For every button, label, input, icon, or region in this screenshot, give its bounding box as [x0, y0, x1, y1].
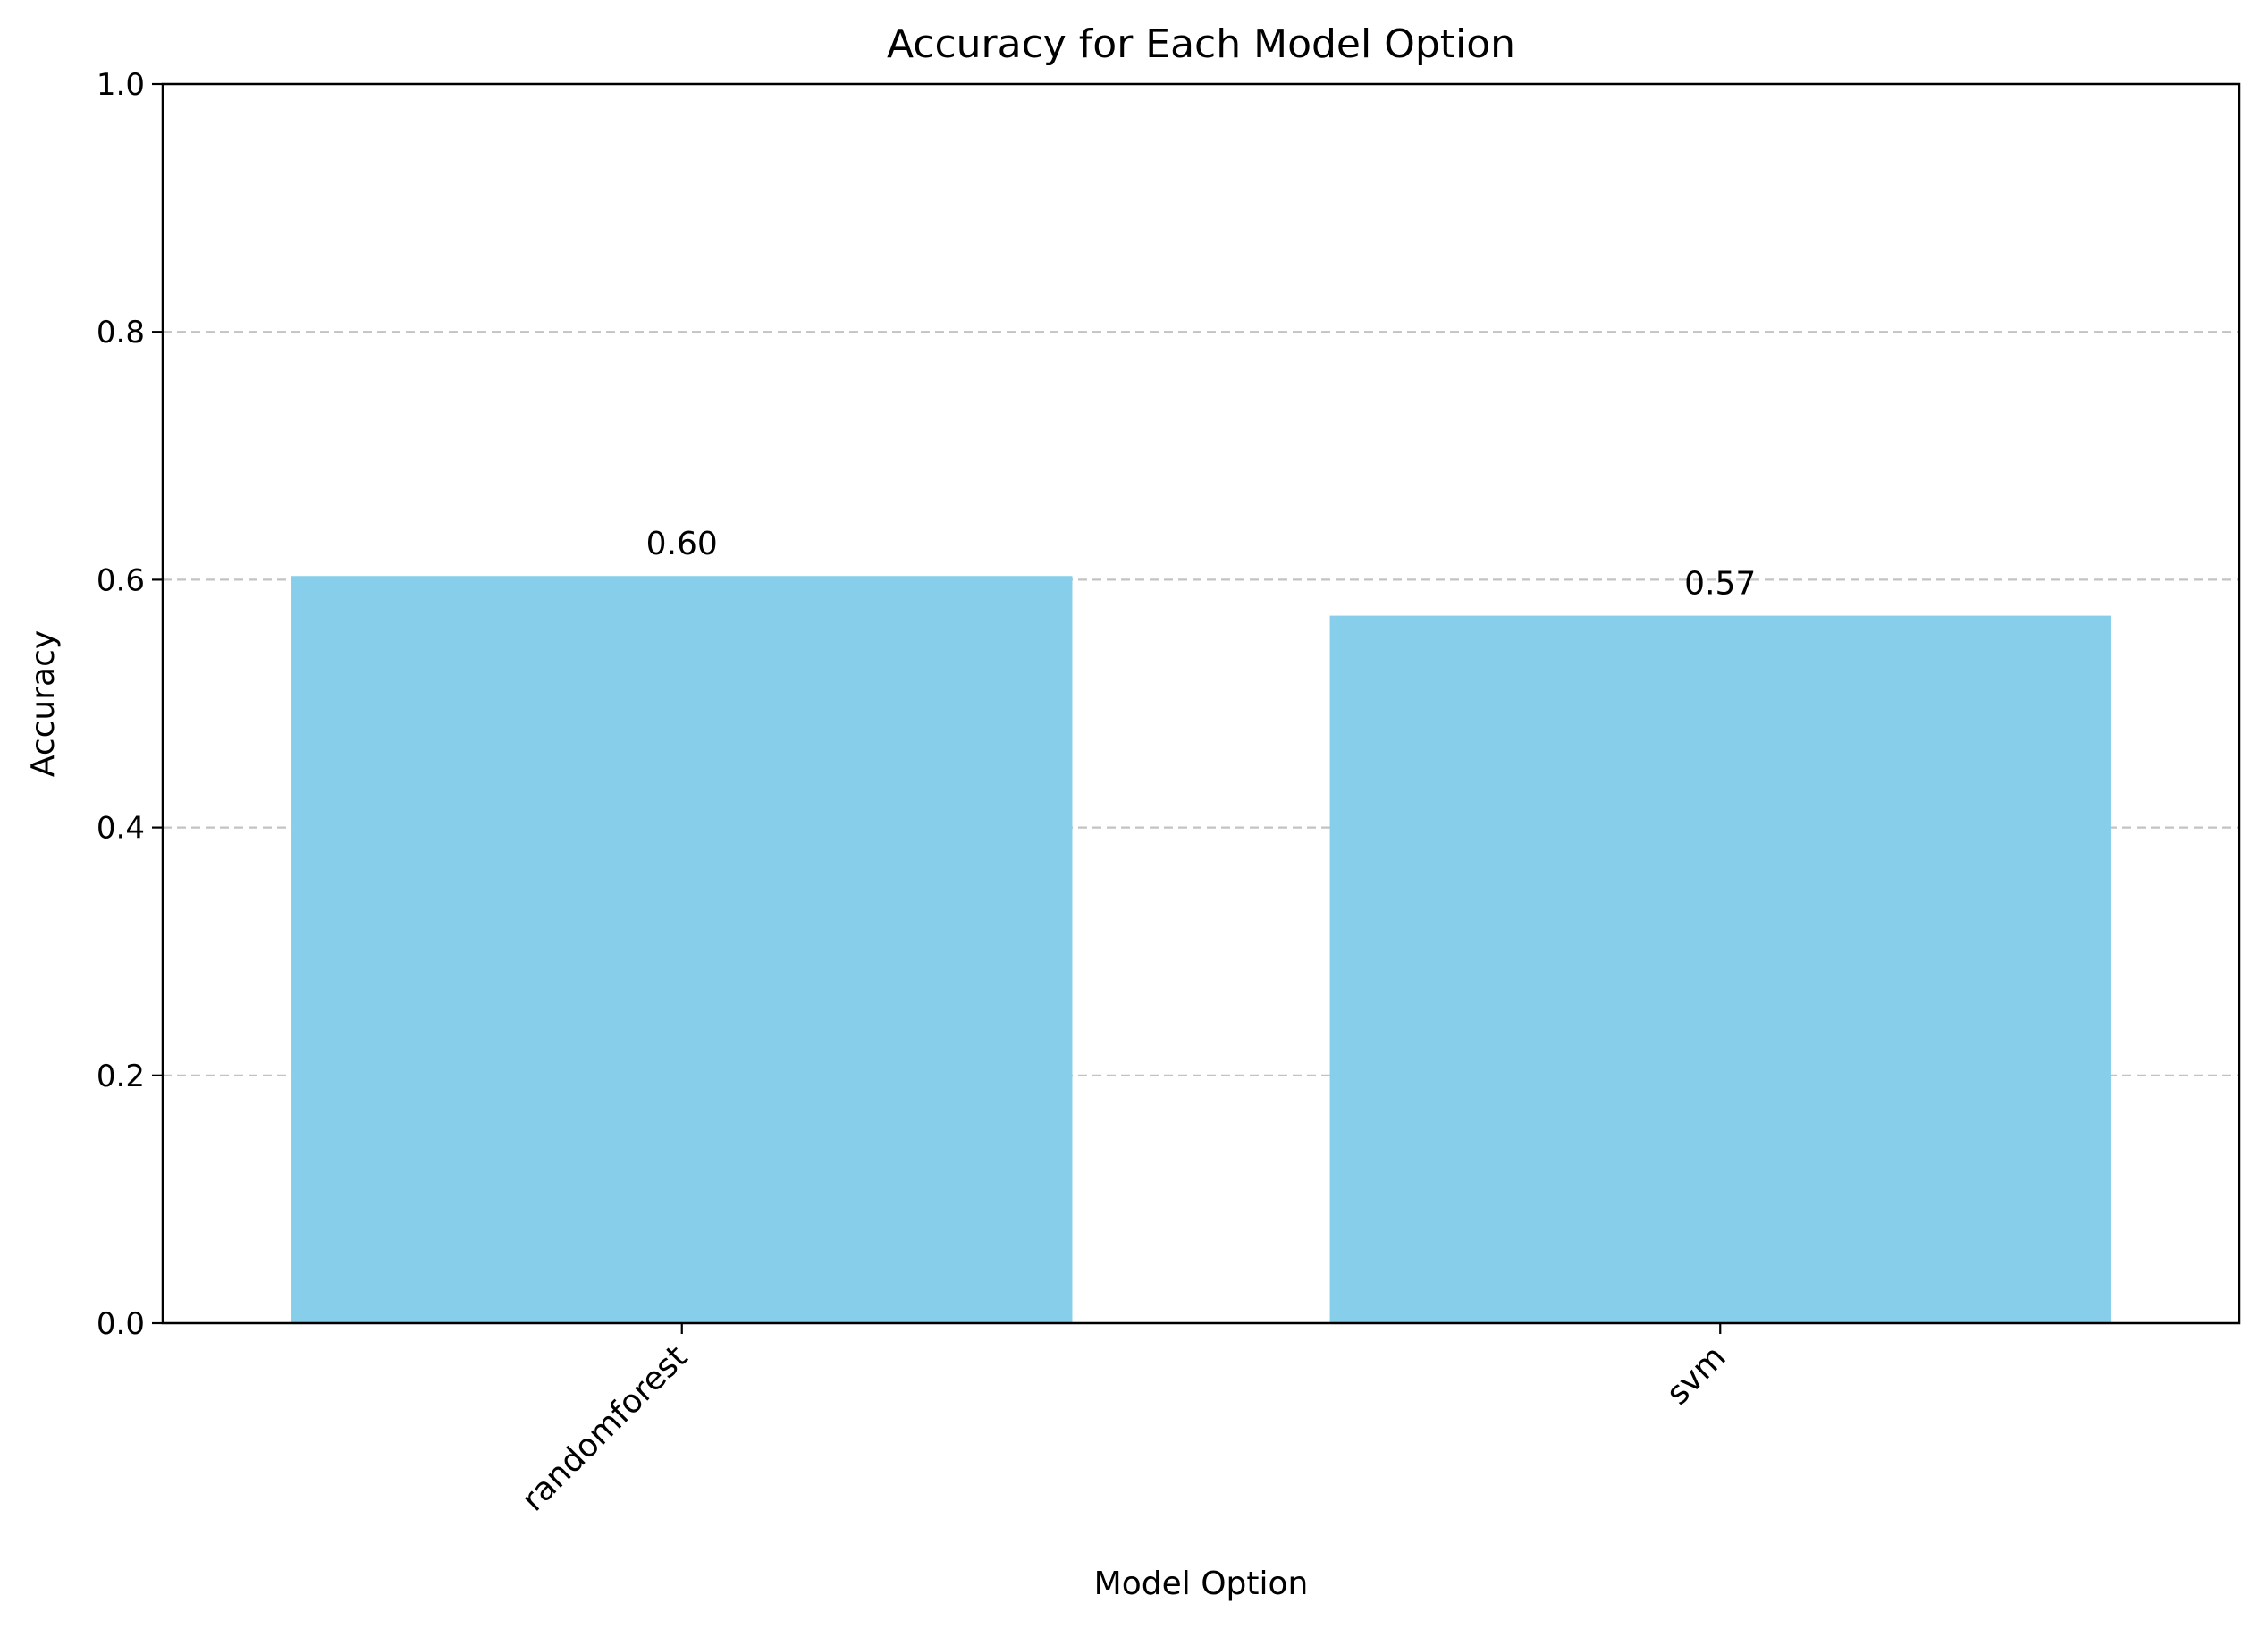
y-tick-label: 0.8 [97, 315, 145, 350]
data-label-randomforest: 0.60 [646, 526, 718, 562]
y-tick-label: 0.4 [97, 811, 145, 847]
bar-svm [1329, 615, 2111, 1323]
x-axis-label: Model Option [1094, 1566, 1309, 1602]
bars [291, 576, 2111, 1323]
y-axis-ticks: 0.0 0.2 0.4 0.6 0.8 1.0 [97, 67, 163, 1342]
y-tick-label: 0.6 [97, 562, 145, 598]
y-tick-label: 0.2 [97, 1059, 145, 1094]
data-label-svm: 0.57 [1684, 566, 1756, 603]
y-tick-label: 0.0 [97, 1306, 145, 1342]
bar-randomforest [291, 576, 1073, 1323]
y-tick-label: 1.0 [97, 67, 145, 103]
y-axis-label: Accuracy [25, 630, 62, 777]
chart-title: Accuracy for Each Model Option [887, 21, 1515, 67]
plot-area-frame [161, 82, 2241, 1325]
data-labels: 0.60 0.57 [646, 526, 1757, 602]
